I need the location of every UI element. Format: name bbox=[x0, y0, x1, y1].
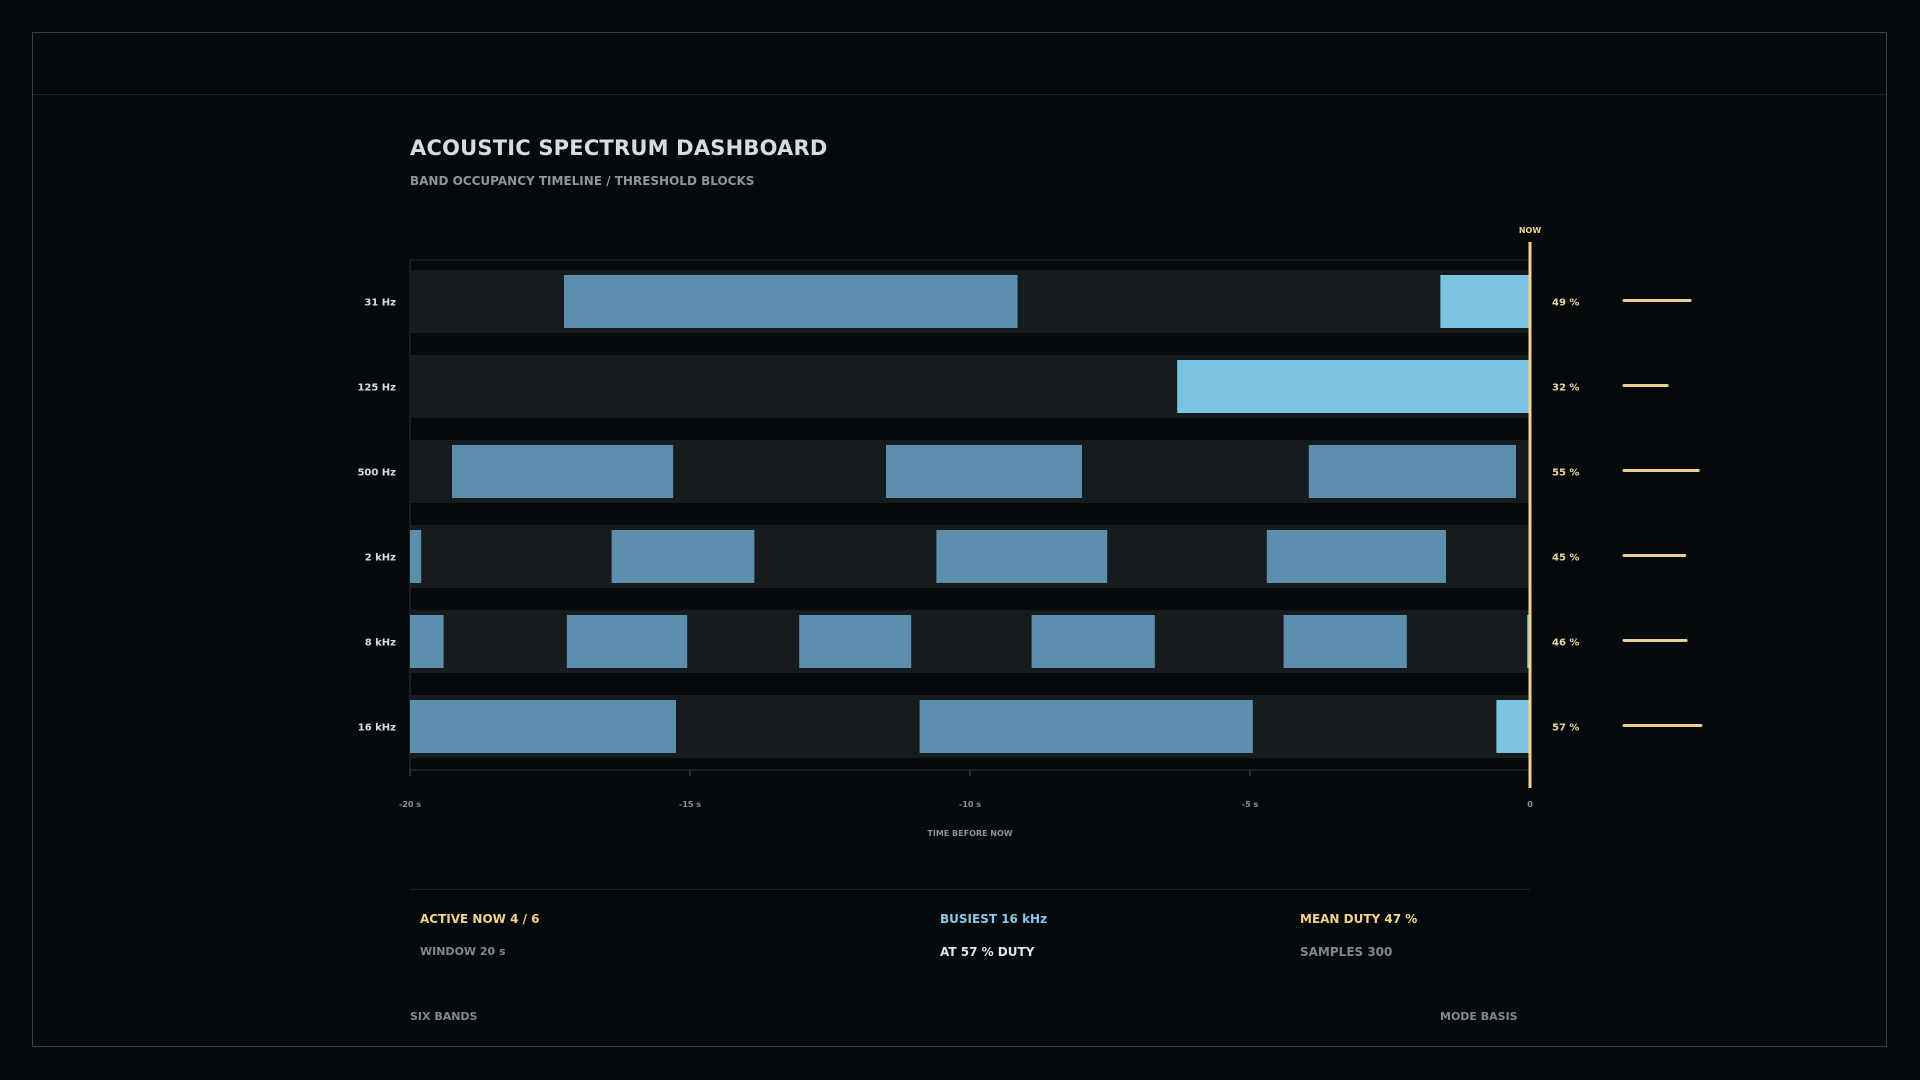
band-label: 2 kHz bbox=[365, 553, 396, 564]
band-label: 16 kHz bbox=[358, 723, 396, 734]
occupancy-block bbox=[799, 615, 912, 668]
band-label: 8 kHz bbox=[365, 638, 396, 649]
active-now-stat: ACTIVE NOW 4 / 6 bbox=[420, 912, 540, 926]
occupancy-block bbox=[886, 445, 1082, 498]
occupancy-block bbox=[1283, 615, 1407, 668]
duty-percent-label: 32 % bbox=[1552, 383, 1579, 394]
active-occupancy-block bbox=[1440, 275, 1530, 328]
occupancy-block bbox=[936, 530, 1108, 583]
x-tick-label: -5 s bbox=[1242, 800, 1259, 809]
now-label: NOW bbox=[1519, 226, 1541, 235]
samples-stat: SAMPLES 300 bbox=[1300, 945, 1393, 959]
x-tick-label: -10 s bbox=[959, 800, 981, 809]
x-axis-label: TIME BEFORE NOW bbox=[927, 829, 1012, 838]
occupancy-block bbox=[919, 700, 1253, 753]
band-label: 125 Hz bbox=[357, 383, 396, 394]
duty-percent-label: 55 % bbox=[1552, 468, 1579, 479]
x-tick-label: -15 s bbox=[679, 800, 701, 809]
band-label: 31 Hz bbox=[364, 298, 396, 309]
duty-percent-label: 46 % bbox=[1552, 638, 1579, 649]
dashboard-frame bbox=[32, 32, 1887, 1047]
occupancy-block bbox=[1031, 615, 1155, 668]
occupancy-block bbox=[410, 700, 676, 753]
occupancy-block bbox=[566, 615, 688, 668]
window-stat: WINDOW 20 s bbox=[420, 945, 506, 958]
occupancy-block bbox=[564, 275, 1018, 328]
occupancy-block bbox=[410, 530, 422, 583]
occupancy-block bbox=[410, 615, 444, 668]
busiest-duty-stat: AT 57 % DUTY bbox=[940, 945, 1035, 959]
occupancy-block bbox=[611, 530, 755, 583]
summary-divider bbox=[410, 889, 1530, 890]
footer-left-label: SIX BANDS bbox=[410, 1010, 478, 1023]
duty-percent-label: 45 % bbox=[1552, 553, 1579, 564]
duty-percent-label: 49 % bbox=[1552, 298, 1579, 309]
header-divider bbox=[33, 94, 1886, 95]
occupancy-block bbox=[1308, 445, 1516, 498]
active-occupancy-block bbox=[1496, 700, 1530, 753]
active-occupancy-block bbox=[1177, 360, 1530, 413]
mean-duty-stat: MEAN DUTY 47 % bbox=[1300, 912, 1418, 926]
page-subtitle: BAND OCCUPANCY TIMELINE / THRESHOLD BLOC… bbox=[410, 174, 755, 188]
x-tick-label: 0 bbox=[1527, 800, 1533, 809]
duty-percent-label: 57 % bbox=[1552, 723, 1579, 734]
occupancy-block bbox=[452, 445, 674, 498]
band-label: 500 Hz bbox=[357, 468, 396, 479]
x-tick-label: -20 s bbox=[399, 800, 421, 809]
occupancy-block bbox=[1266, 530, 1446, 583]
page-title: ACOUSTIC SPECTRUM DASHBOARD bbox=[410, 136, 828, 160]
busiest-band-stat: BUSIEST 16 kHz bbox=[940, 912, 1048, 926]
footer-right-label: MODE BASIS bbox=[1440, 1010, 1518, 1023]
